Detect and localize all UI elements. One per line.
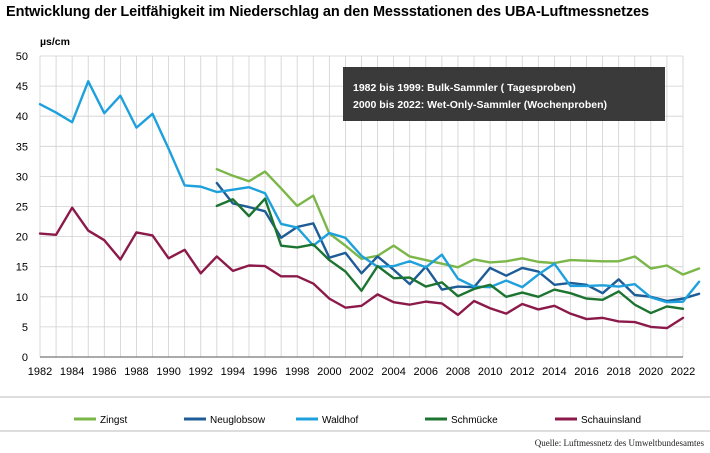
x-tick-2000: 2000: [317, 366, 341, 378]
x-tick-1996: 1996: [253, 366, 277, 378]
x-tick-2002: 2002: [349, 366, 373, 378]
x-tick-1982: 1982: [28, 366, 52, 378]
annotation-box: 1982 bis 1999: Bulk-Sammler ( Tagesprobe…: [343, 67, 665, 121]
legend: Zingst Neuglobsow Waldhof Schmücke Schauinsl…: [74, 415, 641, 426]
x-tick-2004: 2004: [381, 366, 405, 378]
source-note: Quelle: Luftmessnetz des Umweltbundesamt…: [534, 438, 704, 448]
x-tick-labels: 1982 1984 1986 1988 1990 1992 1994 1996 1998 2000…: [28, 366, 695, 378]
y-tick-35: 35: [16, 141, 28, 153]
x-tick-2018: 2018: [606, 366, 630, 378]
legend-label-schauinsland: Schauinsland: [581, 415, 641, 426]
annotation-line-1: 1982 bis 1999: Bulk-Sammler ( Tagesprobe…: [353, 82, 576, 94]
legend-item-neuglobsow: Neuglobsow: [184, 415, 266, 426]
legend-item-zingst: Zingst: [74, 415, 127, 426]
series-line-zingst: [215, 167, 701, 276]
y-tick-25: 25: [16, 202, 28, 214]
legend-label-schmuecke: Schmücke: [451, 415, 498, 426]
x-tick-1990: 1990: [156, 366, 180, 378]
series-line-schmuecke: [215, 197, 685, 315]
x-tick-2016: 2016: [574, 366, 598, 378]
legend-label-neuglobsow: Neuglobsow: [210, 415, 266, 426]
x-tick-1986: 1986: [92, 366, 116, 378]
legend-label-waldhof: Waldhof: [322, 415, 359, 426]
legend-item-schmuecke: Schmücke: [425, 415, 498, 426]
x-tick-2014: 2014: [542, 366, 566, 378]
y-tick-40: 40: [16, 111, 28, 123]
page-title: Entwicklung der Leitfähigkeit im Nieders…: [6, 4, 649, 20]
x-tick-1994: 1994: [221, 366, 245, 378]
x-tick-1984: 1984: [60, 366, 84, 378]
y-tick-45: 45: [16, 81, 28, 93]
x-tick-1998: 1998: [285, 366, 309, 378]
annotation-background: [343, 67, 665, 121]
legend-item-schauinsland: Schauinsland: [555, 415, 641, 426]
legend-item-waldhof: Waldhof: [296, 415, 359, 426]
x-tick-2006: 2006: [414, 366, 438, 378]
y-tick-30: 30: [16, 171, 28, 183]
x-tick-2020: 2020: [639, 366, 663, 378]
series-line-schauinsland: [38, 206, 685, 330]
x-tick-2022: 2022: [671, 366, 695, 378]
series-lines: [38, 80, 701, 330]
x-tick-2012: 2012: [510, 366, 534, 378]
annotation-line-2: 2000 bis 2022: Wet-Only-Sammler (Wochenp…: [353, 99, 607, 111]
series-line-waldhof: [38, 80, 701, 304]
y-tick-0: 0: [22, 352, 28, 364]
legend-label-zingst: Zingst: [100, 415, 127, 426]
y-axis-label: µs/cm: [40, 36, 70, 48]
x-tick-2010: 2010: [478, 366, 502, 378]
x-tick-2008: 2008: [446, 366, 470, 378]
y-tick-20: 20: [16, 232, 28, 244]
x-tick-1988: 1988: [124, 366, 148, 378]
y-tick-15: 15: [16, 262, 28, 274]
y-tick-10: 10: [16, 292, 28, 304]
x-tick-1992: 1992: [189, 366, 213, 378]
y-tick-5: 5: [22, 322, 28, 334]
y-tick-labels: 0 5 10 15 20 25 30 35 40 45 50: [16, 51, 28, 364]
y-tick-50: 50: [16, 51, 28, 63]
